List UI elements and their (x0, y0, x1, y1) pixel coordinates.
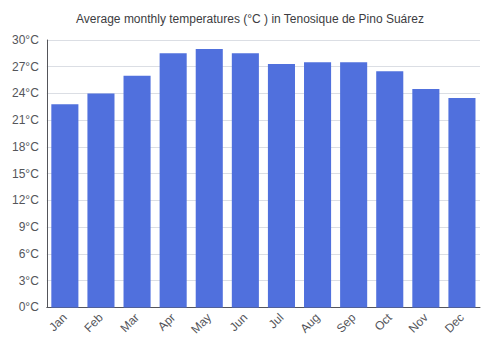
svg-text:Mar: Mar (118, 311, 143, 335)
svg-text:9°C: 9°C (19, 220, 39, 234)
svg-text:18°C: 18°C (12, 140, 39, 154)
svg-text:Dec: Dec (442, 311, 467, 336)
svg-text:Average monthly temperatures (: Average monthly temperatures (°C ) in Te… (76, 12, 424, 26)
svg-text:May: May (188, 311, 214, 337)
svg-text:27°C: 27°C (12, 60, 39, 74)
svg-text:24°C: 24°C (12, 86, 39, 100)
svg-text:30°C: 30°C (12, 33, 39, 47)
svg-text:21°C: 21°C (12, 113, 39, 127)
svg-text:3°C: 3°C (19, 274, 39, 288)
svg-text:15°C: 15°C (12, 167, 39, 181)
svg-text:Jan: Jan (46, 311, 70, 335)
svg-text:Sep: Sep (334, 310, 359, 335)
svg-text:Jun: Jun (227, 311, 251, 335)
svg-text:Jul: Jul (266, 311, 287, 332)
svg-text:6°C: 6°C (19, 247, 39, 261)
svg-text:Aug: Aug (298, 311, 323, 336)
svg-text:Feb: Feb (81, 310, 106, 335)
svg-text:12°C: 12°C (12, 193, 39, 207)
svg-text:Apr: Apr (155, 311, 178, 334)
svg-text:0°C: 0°C (19, 300, 39, 314)
svg-text:Oct: Oct (372, 310, 396, 334)
svg-text:Nov: Nov (406, 311, 431, 336)
